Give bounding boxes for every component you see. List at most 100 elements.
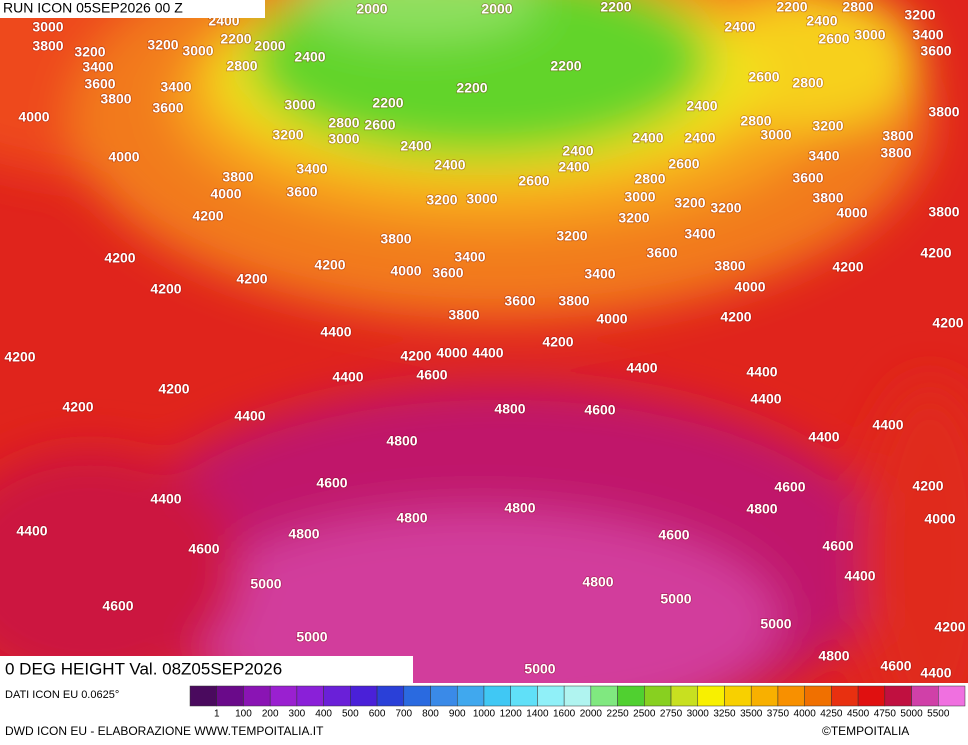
contour-label: 4000	[836, 205, 867, 221]
contour-label: 2400	[434, 157, 465, 173]
contour-label: 4200	[104, 250, 135, 266]
contour-label: 2200	[776, 0, 807, 15]
contour-label: 2600	[518, 173, 549, 189]
legend-label: 800	[422, 709, 439, 720]
contour-label: 4400	[16, 523, 47, 539]
contour-label: 4400	[746, 364, 777, 380]
contour-label: 4800	[746, 501, 777, 517]
contour-label: 2400	[400, 138, 431, 154]
contour-label: 3000	[32, 19, 63, 35]
contour-label: 4800	[818, 648, 849, 664]
legend-label: 3000	[687, 709, 710, 720]
contour-label: 4800	[582, 574, 613, 590]
contour-label: 4800	[386, 433, 417, 449]
contour-label: 3800	[380, 231, 411, 247]
legend-label: 1200	[500, 709, 523, 720]
legend-label: 5500	[927, 709, 950, 720]
legend-swatch	[724, 685, 752, 707]
contour-label: 4000	[390, 263, 421, 279]
contour-label: 3200	[556, 228, 587, 244]
legend-label: 3250	[713, 709, 736, 720]
contour-label: 4400	[472, 345, 503, 361]
contour-label: 4400	[320, 324, 351, 340]
legend-label: 1000	[473, 709, 496, 720]
contour-label: 2800	[226, 58, 257, 74]
contour-label: 3200	[272, 127, 303, 143]
contour-label: 3800	[928, 104, 959, 120]
contour-label: 3600	[152, 100, 183, 116]
contour-label: 4200	[934, 619, 965, 635]
legend-swatch	[189, 685, 217, 707]
contour-label: 4000	[18, 109, 49, 125]
contour-label: 3000	[760, 127, 791, 143]
contour-label: 4600	[658, 527, 689, 543]
legend-label: 100	[235, 709, 252, 720]
contour-label: 2200	[600, 0, 631, 15]
contour-label: 3600	[432, 265, 463, 281]
contour-label: 3200	[74, 44, 105, 60]
legend-swatch	[884, 685, 912, 707]
contour-label: 2600	[364, 117, 395, 133]
legend-swatch	[430, 685, 458, 707]
contour-label: 3800	[882, 128, 913, 144]
contour-label: 3600	[920, 43, 951, 59]
legend-label: 1	[214, 709, 220, 720]
legend-label: 4500	[847, 709, 870, 720]
contour-label: 2000	[254, 38, 285, 54]
contour-label: 3800	[880, 145, 911, 161]
contour-label: 4200	[236, 271, 267, 287]
contour-label: 4400	[920, 665, 951, 681]
contour-label: 2400	[558, 159, 589, 175]
contour-label: 3000	[624, 189, 655, 205]
legend-label: 5000	[900, 709, 923, 720]
contour-label: 2000	[481, 1, 512, 17]
contour-label: 4600	[316, 475, 347, 491]
legend-swatch	[563, 685, 592, 707]
legend-label: 4750	[874, 709, 897, 720]
contour-label: 4400	[234, 408, 265, 424]
contour-label: 4200	[912, 478, 943, 494]
legend-label: 3500	[740, 709, 763, 720]
contour-label: 5000	[250, 576, 281, 592]
contour-label: 3200	[426, 192, 457, 208]
contour-label: 4400	[626, 360, 657, 376]
contour-label: 2800	[842, 0, 873, 15]
contour-label: 2600	[748, 69, 779, 85]
contour-label: 2400	[806, 13, 837, 29]
legend-swatch	[323, 685, 351, 707]
legend-swatch	[697, 685, 725, 707]
legend-swatch	[483, 685, 511, 707]
contour-label: 2400	[632, 130, 663, 146]
contour-label: 4000	[734, 279, 765, 295]
legend-swatch	[670, 685, 699, 707]
contour-label: 4200	[720, 309, 751, 325]
contour-label: 4800	[504, 500, 535, 516]
contour-label: 4000	[436, 345, 467, 361]
legend-swatch	[269, 685, 298, 707]
contour-label: 4000	[210, 186, 241, 202]
data-source: DATI ICON EU 0.0625°	[5, 689, 119, 701]
contour-label: 5000	[760, 616, 791, 632]
legend-swatch	[644, 685, 672, 707]
contour-label: 4000	[108, 149, 139, 165]
contour-label: 3400	[584, 266, 615, 282]
legend-swatch	[403, 685, 431, 707]
contour-label: 3000	[284, 97, 315, 113]
contour-label: 3400	[454, 249, 485, 265]
contour-label: 4200	[400, 348, 431, 364]
contour-label: 4200	[920, 245, 951, 261]
legend-swatch	[750, 685, 779, 707]
contour-label: 2400	[562, 143, 593, 159]
legend-swatch	[617, 685, 645, 707]
contour-labels: 3000 2400 2000 2000 2200 2200 2800 3200 3800 3200…	[4, 0, 967, 681]
legend-swatch	[510, 685, 538, 707]
legend-label: 300	[289, 709, 306, 720]
contour-label: 2800	[328, 115, 359, 131]
legend-label: 4000	[794, 709, 817, 720]
legend-label: 1400	[526, 709, 549, 720]
contour-label: 3400	[82, 59, 113, 75]
contour-label: 3200	[618, 210, 649, 226]
contour-label: 4600	[102, 598, 133, 614]
contour-label: 4400	[844, 568, 875, 584]
